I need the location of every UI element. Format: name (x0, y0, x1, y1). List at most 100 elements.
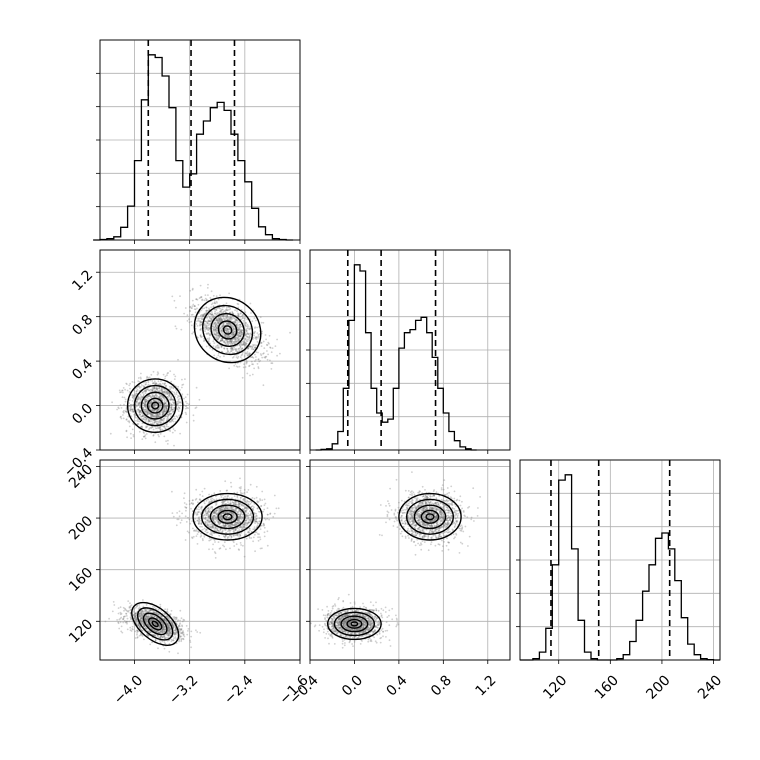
scatter-point (210, 500, 213, 502)
scatter-point (167, 628, 170, 630)
scatter-point (215, 336, 218, 339)
scatter-point (155, 611, 158, 614)
scatter-point (153, 380, 156, 383)
scatter-point (163, 402, 166, 404)
scatter-point (240, 493, 243, 495)
scatter-point (220, 310, 222, 312)
scatter-point (180, 628, 183, 630)
scatter-point (234, 529, 237, 531)
scatter-point (153, 404, 156, 407)
scatter-point (148, 412, 151, 414)
scatter-point (154, 394, 157, 397)
scatter-point (143, 416, 146, 419)
scatter-point (143, 400, 146, 403)
scatter-point (154, 415, 157, 418)
scatter-point (160, 635, 163, 637)
scatter-point (152, 410, 155, 412)
scatter-point (168, 624, 170, 627)
scatter-point (150, 414, 152, 416)
scatter-point (154, 404, 156, 407)
scatter-point (163, 402, 166, 405)
scatter-point (148, 610, 150, 613)
scatter-point (154, 608, 157, 610)
scatter-point (139, 393, 142, 396)
scatter-point (227, 336, 230, 339)
scatter-point (224, 336, 227, 338)
scatter-point (132, 411, 135, 413)
scatter-point (142, 402, 145, 404)
scatter-point (158, 627, 161, 629)
scatter-point (214, 346, 217, 349)
scatter-point (135, 617, 138, 619)
scatter-point (143, 625, 145, 628)
scatter-point (229, 317, 232, 319)
scatter-point (171, 624, 174, 627)
scatter-point (264, 356, 267, 359)
scatter-point (241, 492, 244, 495)
scatter-point (233, 508, 235, 511)
scatter-point (199, 536, 202, 538)
scatter-point (134, 416, 136, 418)
scatter-point (151, 409, 154, 411)
scatter-point (159, 404, 162, 407)
scatter-point (163, 404, 166, 407)
scatter-point (244, 338, 247, 340)
scatter-point (261, 547, 263, 550)
scatter-point (236, 337, 239, 340)
scatter-point (250, 360, 253, 363)
scatter-point (203, 312, 206, 315)
scatter-point (216, 319, 219, 322)
scatter-point (126, 628, 129, 631)
scatter-point (129, 404, 132, 406)
scatter-point (137, 377, 140, 379)
scatter-point (264, 355, 267, 358)
scatter-point (255, 351, 258, 354)
scatter-point (171, 398, 173, 400)
scatter-point (142, 385, 145, 387)
scatter-point (207, 319, 210, 322)
scatter-point (181, 386, 183, 389)
scatter-point (156, 627, 159, 630)
scatter-point (257, 366, 260, 368)
scatter-point (144, 618, 147, 620)
scatter-point (205, 512, 208, 515)
scatter-points (104, 477, 280, 655)
scatter-point (164, 628, 167, 631)
scatter-point (150, 401, 153, 403)
scatter-point (239, 496, 242, 499)
scatter-point (132, 395, 135, 398)
scatter-point (229, 340, 231, 342)
density-contour (140, 391, 170, 420)
scatter-point (225, 316, 228, 319)
scatter-point (213, 521, 216, 524)
scatter-point (166, 632, 169, 635)
scatter-point (208, 515, 211, 518)
scatter-point (166, 623, 169, 626)
scatter-point (245, 359, 248, 362)
scatter-point (173, 373, 175, 376)
scatter-point (227, 343, 230, 346)
scatter-point (163, 396, 165, 399)
scatter-point (224, 329, 227, 332)
scatter-point (152, 419, 155, 421)
scatter-point (230, 347, 232, 349)
scatter-point (229, 311, 232, 314)
scatter-point (139, 627, 142, 630)
scatter-point (176, 620, 179, 623)
scatter-point (160, 621, 163, 624)
scatter-point (157, 631, 160, 634)
scatter-point (225, 507, 227, 510)
scatter-point (163, 390, 165, 393)
scatter-point (233, 340, 236, 343)
scatter-point (154, 383, 157, 385)
scatter-point (229, 317, 232, 320)
scatter-point (226, 348, 229, 350)
scatter-point (165, 403, 168, 406)
scatter-point (251, 373, 254, 376)
scatter-point (214, 325, 217, 327)
scatter-point (206, 519, 209, 522)
scatter-point (269, 513, 271, 515)
scatter-point (249, 345, 251, 348)
scatter-point (141, 616, 144, 619)
scatter-point (228, 340, 231, 343)
